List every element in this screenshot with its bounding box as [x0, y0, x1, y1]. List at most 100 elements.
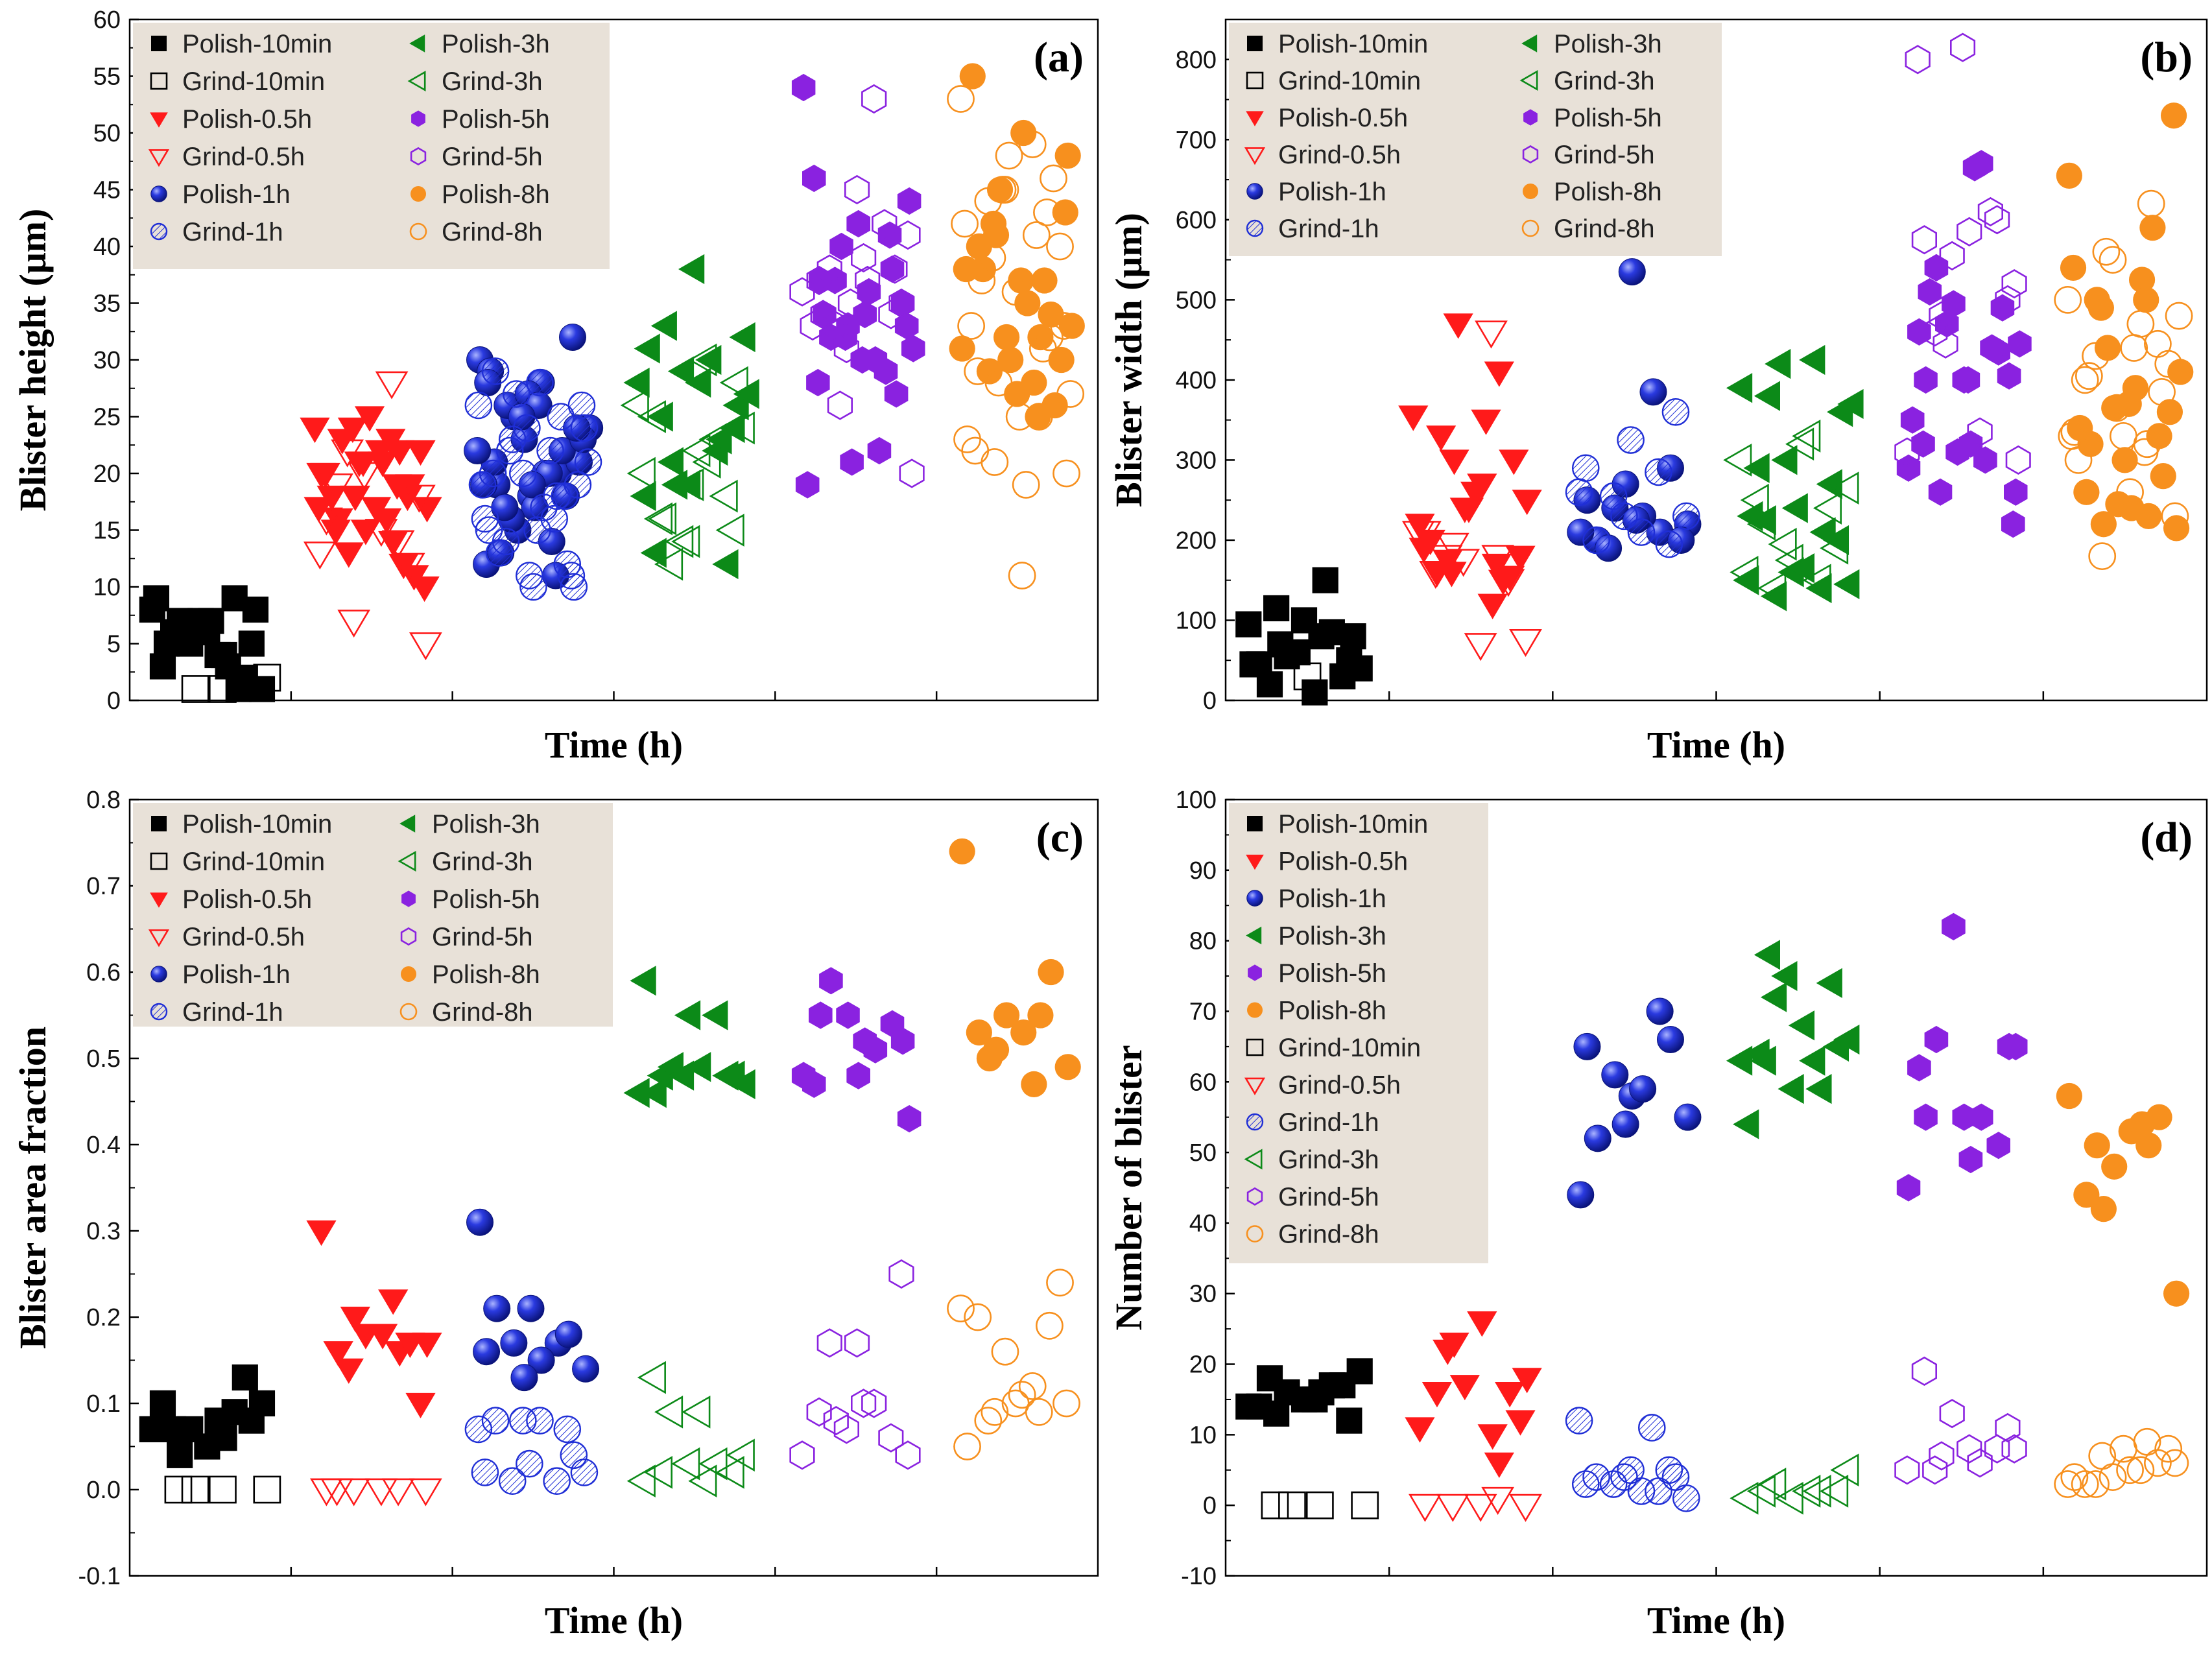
data-point: [895, 1440, 921, 1470]
data-point: [1302, 679, 1328, 706]
data-point: [829, 232, 853, 261]
data-point: [1928, 478, 1953, 506]
data-point: [303, 497, 334, 523]
data-point: [354, 406, 385, 432]
data-point: [671, 1447, 700, 1481]
data-point: [623, 1078, 650, 1108]
legend-marker: [1246, 111, 1264, 126]
data-point: [402, 484, 436, 513]
data-point: [1754, 381, 1781, 411]
data-point: [813, 300, 837, 329]
data-point: [833, 1414, 859, 1444]
data-point: [953, 1433, 981, 1460]
data-point: [1050, 312, 1078, 340]
data-point: [647, 401, 673, 432]
legend-entry: Polish-3h: [1554, 30, 1662, 58]
data-point: [1802, 1475, 1831, 1508]
data-point: [1792, 419, 1821, 453]
data-point: [1610, 502, 1638, 530]
data-point: [1467, 1311, 1497, 1337]
data-point: [333, 542, 364, 568]
data-point: [1929, 1441, 1955, 1471]
y-tick-label: 5: [107, 631, 121, 658]
legend-marker: [400, 927, 417, 946]
data-point: [901, 335, 925, 363]
data-point: [1911, 1356, 1937, 1386]
legend-entry: Grind-5h: [432, 923, 533, 951]
legend-entry: Polish-0.5h: [182, 105, 312, 134]
data-point: [2082, 342, 2110, 370]
series-polish-10min: [1235, 567, 1373, 706]
data-point: [1512, 1368, 1542, 1394]
data-point: [1029, 335, 1057, 363]
data-point: [2071, 366, 2099, 394]
series-polish-5h: [1896, 150, 2032, 538]
legend-entry: Polish-3h: [1278, 922, 1386, 951]
data-point: [1509, 628, 1542, 658]
data-point: [198, 608, 224, 634]
legend-entry: Grind-1h: [182, 998, 283, 1027]
legend-marker: [150, 892, 168, 908]
data-point: [248, 1390, 276, 1417]
legend-marker: [1246, 219, 1264, 237]
data-point: [509, 1407, 537, 1435]
legend-marker: [409, 222, 427, 241]
data-point: [1956, 217, 1982, 247]
data-point: [874, 357, 898, 385]
data-point: [310, 462, 340, 489]
data-point: [1477, 593, 1508, 619]
data-point: [498, 1467, 527, 1495]
data-point: [647, 502, 677, 536]
panel-label: (d): [2140, 814, 2193, 861]
data-point: [395, 1332, 425, 1359]
data-point: [1447, 549, 1481, 577]
data-point: [543, 1467, 571, 1495]
data-point: [836, 1001, 860, 1029]
data-point: [640, 538, 667, 568]
data-point: [964, 1303, 992, 1331]
legend-marker: [1521, 219, 1540, 237]
data-point: [1809, 517, 1836, 547]
data-point: [2116, 478, 2144, 506]
data-point: [510, 1364, 538, 1392]
data-point: [409, 632, 442, 661]
data-point: [1967, 417, 1993, 447]
data-point: [1509, 1494, 1542, 1522]
data-point: [1014, 290, 1041, 316]
data-point: [167, 1442, 193, 1468]
data-point: [819, 967, 843, 995]
data-point: [378, 1289, 409, 1315]
data-point: [1950, 32, 1976, 62]
legend-entry: Grind-0.5h: [182, 923, 305, 951]
data-point: [513, 414, 541, 442]
y-tick-label: 40: [93, 233, 121, 261]
y-tick-label: 25: [93, 404, 121, 431]
y-tick-label: -10: [1181, 1563, 1217, 1590]
data-point: [872, 209, 898, 239]
legend-entry: Grind-3h: [1278, 1146, 1379, 1174]
data-point: [238, 630, 265, 657]
legend-marker: [151, 36, 167, 51]
y-tick-label: 700: [1176, 126, 1217, 154]
data-point: [1512, 490, 1542, 516]
legend-marker: [150, 222, 168, 241]
data-point: [712, 549, 739, 580]
data-point: [978, 244, 1006, 272]
data-point: [2004, 478, 2028, 506]
y-tick-label: 0.8: [86, 787, 121, 814]
data-point: [1802, 564, 1831, 597]
data-point: [1746, 507, 1776, 541]
legend-entry: Polish-1h: [1278, 178, 1386, 206]
legend-entry: Grind-3h: [1554, 67, 1655, 95]
legend-box: [1229, 23, 1722, 256]
data-point: [1025, 1398, 1053, 1426]
data-point: [637, 1361, 666, 1394]
series-polish-3h: [1726, 344, 1864, 612]
data-point: [1025, 403, 1053, 431]
data-point: [2008, 330, 2032, 358]
data-point: [984, 368, 1013, 397]
y-tick-label: 20: [93, 460, 121, 488]
series-polish-10min: [1235, 1358, 1373, 1434]
data-point: [802, 164, 826, 193]
data-point: [1031, 267, 1058, 294]
